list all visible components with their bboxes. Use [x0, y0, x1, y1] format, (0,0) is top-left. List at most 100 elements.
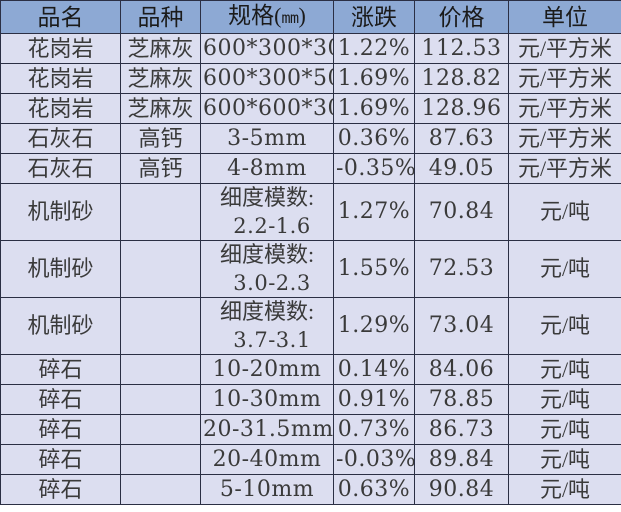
- cell-unit: 元/吨: [508, 183, 621, 241]
- cell-unit: 元/吨: [508, 297, 621, 355]
- column-header-name: 品名: [0, 0, 121, 34]
- cell-variety: 高钙: [120, 153, 201, 184]
- cell-change: 0.36%: [333, 123, 415, 154]
- cell-price: 89.84: [414, 444, 509, 475]
- spec-line-secondary: 3.0-2.3: [233, 271, 311, 295]
- cell-variety: 高钙: [120, 123, 201, 154]
- cell-price: 73.04: [414, 297, 509, 355]
- column-header-spec: 规格(mm): [200, 0, 334, 34]
- cell-price: 78.85: [414, 384, 509, 415]
- table-row: 碎石 10-20mm 0.14% 84.06 元/吨: [0, 354, 621, 385]
- cell-spec: 细度模数: 3.0-2.3: [200, 240, 334, 298]
- cell-variety: [120, 444, 201, 475]
- cell-variety: 芝麻灰: [120, 33, 201, 64]
- cell-unit: 元/吨: [508, 444, 621, 475]
- cell-variety: [120, 183, 201, 241]
- header-row: 品名 品种 规格(mm) 涨跌 价格 单位: [0, 0, 621, 34]
- table-row: 花岗岩 芝麻灰 600*300*30 1.22% 112.53 元/平方米: [0, 33, 621, 64]
- cell-price: 90.84: [414, 474, 509, 505]
- cell-change: 0.63%: [333, 474, 415, 505]
- spec-unit-paren-close: ): [298, 3, 306, 28]
- cell-change: 1.22%: [333, 33, 415, 64]
- table-row: 花岗岩 芝麻灰 600*600*30 1.69% 128.96 元/平方米: [0, 93, 621, 124]
- cell-spec: 细度模数: 2.2-1.6: [200, 183, 334, 241]
- cell-price: 72.53: [414, 240, 509, 298]
- table-row: 石灰石 高钙 4-8mm -0.35% 49.05 元/平方米: [0, 153, 621, 184]
- cell-product-name: 碎石: [0, 384, 121, 415]
- cell-change: 1.55%: [333, 240, 415, 298]
- cell-change: 1.69%: [333, 93, 415, 124]
- cell-spec: 20-40mm: [200, 444, 334, 475]
- cell-spec: 5-10mm: [200, 474, 334, 505]
- cell-product-name: 碎石: [0, 474, 121, 505]
- cell-spec: 20-31.5mm: [200, 414, 334, 445]
- cell-product-name: 碎石: [0, 414, 121, 445]
- cell-change: 0.14%: [333, 354, 415, 385]
- cell-change: 0.73%: [333, 414, 415, 445]
- cell-change: -0.35%: [333, 153, 415, 184]
- cell-variety: [120, 384, 201, 415]
- cell-price: 84.06: [414, 354, 509, 385]
- cell-unit: 元/吨: [508, 240, 621, 298]
- cell-spec: 10-20mm: [200, 354, 334, 385]
- table-row: 石灰石 高钙 3-5mm 0.36% 87.63 元/平方米: [0, 123, 621, 154]
- cell-change: 1.69%: [333, 63, 415, 94]
- cell-variety: [120, 297, 201, 355]
- cell-product-name: 碎石: [0, 354, 121, 385]
- cell-price: 128.82: [414, 63, 509, 94]
- cell-change: 1.29%: [333, 297, 415, 355]
- spec-line-secondary: 2.2-1.6: [233, 214, 311, 238]
- cell-price: 87.63: [414, 123, 509, 154]
- cell-variety: [120, 474, 201, 505]
- cell-unit: 元/平方米: [508, 123, 621, 154]
- column-header-spec-label: 规格: [228, 3, 275, 28]
- table-row: 机制砂 细度模数: 3.7-3.1 1.29% 73.04 元/吨: [0, 297, 621, 355]
- cell-variety: 芝麻灰: [120, 63, 201, 94]
- cell-price: 128.96: [414, 93, 509, 124]
- table-body: 花岗岩 芝麻灰 600*300*30 1.22% 112.53 元/平方米 花岗岩 芝麻灰 60…: [0, 33, 621, 505]
- cell-product-name: 石灰石: [0, 123, 121, 154]
- cell-unit: 元/吨: [508, 354, 621, 385]
- column-header-unit: 单位: [508, 0, 621, 34]
- spec-line-primary: 细度模数:: [219, 299, 315, 324]
- cell-spec: 细度模数: 3.7-3.1: [200, 297, 334, 355]
- cell-price: 112.53: [414, 33, 509, 64]
- cell-spec: 10-30mm: [200, 384, 334, 415]
- cell-variety: [120, 414, 201, 445]
- cell-variety: [120, 354, 201, 385]
- cell-unit: 元/吨: [508, 414, 621, 445]
- column-header-variety: 品种: [120, 0, 201, 34]
- cell-product-name: 碎石: [0, 444, 121, 475]
- cell-product-name: 花岗岩: [0, 93, 121, 124]
- cell-unit: 元/平方米: [508, 93, 621, 124]
- cell-change: 1.27%: [333, 183, 415, 241]
- cell-unit: 元/吨: [508, 384, 621, 415]
- table-row: 花岗岩 芝麻灰 600*300*50 1.69% 128.82 元/平方米: [0, 63, 621, 94]
- table-row: 碎石 5-10mm 0.63% 90.84 元/吨: [0, 474, 621, 505]
- cell-product-name: 花岗岩: [0, 63, 121, 94]
- cell-spec: 600*600*30: [200, 93, 334, 124]
- cell-price: 86.73: [414, 414, 509, 445]
- spec-unit-mm: mm: [281, 9, 299, 27]
- cell-product-name: 机制砂: [0, 183, 121, 241]
- cell-unit: 元/吨: [508, 474, 621, 505]
- table-row: 碎石 20-40mm -0.03% 89.84 元/吨: [0, 444, 621, 475]
- cell-price: 49.05: [414, 153, 509, 184]
- cell-product-name: 机制砂: [0, 240, 121, 298]
- table-row: 碎石 20-31.5mm 0.73% 86.73 元/吨: [0, 414, 621, 445]
- column-header-change: 涨跌: [333, 0, 415, 34]
- cell-unit: 元/平方米: [508, 33, 621, 64]
- cell-unit: 元/平方米: [508, 153, 621, 184]
- table-row: 机制砂 细度模数: 2.2-1.6 1.27% 70.84 元/吨: [0, 183, 621, 241]
- table-header: 品名 品种 规格(mm) 涨跌 价格 单位: [0, 0, 621, 34]
- column-header-price: 价格: [414, 0, 509, 34]
- spec-line-primary: 细度模数:: [219, 242, 315, 267]
- cell-spec: 600*300*30: [200, 33, 334, 64]
- cell-price: 70.84: [414, 183, 509, 241]
- cell-product-name: 机制砂: [0, 297, 121, 355]
- cell-spec: 4-8mm: [200, 153, 334, 184]
- cell-change: 0.91%: [333, 384, 415, 415]
- cell-product-name: 石灰石: [0, 153, 121, 184]
- table-row: 机制砂 细度模数: 3.0-2.3 1.55% 72.53 元/吨: [0, 240, 621, 298]
